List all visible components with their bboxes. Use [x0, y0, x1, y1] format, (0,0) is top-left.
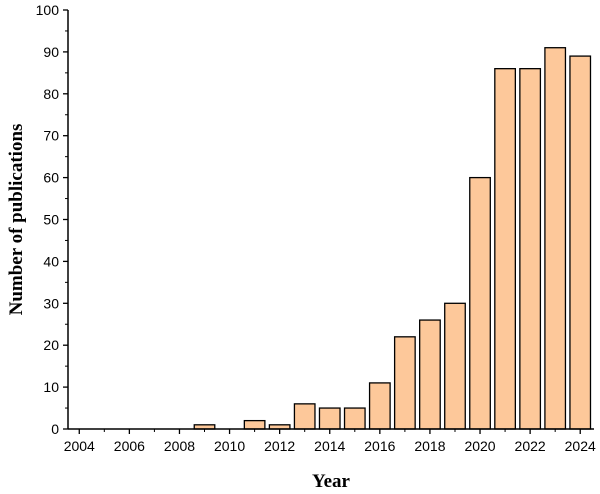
- ticks-group: 0 10 20 30 40 50 60 70 80 90 100 2004 2006 2008 2010 20…: [36, 2, 596, 454]
- y-tick-label: 60: [43, 170, 59, 186]
- x-tick-label: 2006: [114, 438, 145, 454]
- bar-2020: [469, 176, 491, 430]
- x-tick-label: 2020: [464, 438, 495, 454]
- y-tick-label: 100: [36, 2, 60, 18]
- bar-2022: [519, 68, 542, 430]
- y-tick-label: 50: [43, 212, 59, 228]
- bar-2015: [343, 407, 366, 430]
- x-axis-title: Year: [312, 471, 351, 492]
- y-tick-label: 20: [43, 337, 59, 353]
- x-tick-label: 2004: [64, 438, 95, 454]
- x-tick-label: 2010: [214, 438, 245, 454]
- y-tick-label: 0: [51, 421, 59, 437]
- y-tick-label: 90: [43, 44, 59, 60]
- bar-2013: [293, 403, 316, 430]
- y-tick-label: 80: [43, 86, 59, 102]
- y-tick-label: 40: [43, 253, 59, 269]
- x-tick-label: 2024: [565, 438, 596, 454]
- bar-2018: [419, 319, 441, 430]
- bar-2024: [569, 55, 592, 430]
- bar-2019: [444, 302, 466, 430]
- y-axis-title: Number of publications: [6, 124, 27, 316]
- y-tick-label: 10: [43, 379, 59, 395]
- bar-2011: [243, 419, 266, 430]
- bars-group: [193, 47, 592, 430]
- y-tick-label: 70: [43, 128, 59, 144]
- bar-2017: [393, 336, 416, 430]
- y-tick-label: 30: [43, 295, 59, 311]
- x-tick-label: 2022: [515, 438, 546, 454]
- x-tick-label: 2014: [314, 438, 345, 454]
- bar-2021: [494, 68, 516, 430]
- bar-2016: [368, 382, 391, 430]
- bar-2014: [318, 407, 341, 430]
- x-tick-label: 2008: [164, 438, 195, 454]
- x-tick-label: 2018: [414, 438, 445, 454]
- x-tick-label: 2016: [364, 438, 395, 454]
- bar-2023: [544, 47, 567, 430]
- x-tick-label: 2012: [264, 438, 295, 454]
